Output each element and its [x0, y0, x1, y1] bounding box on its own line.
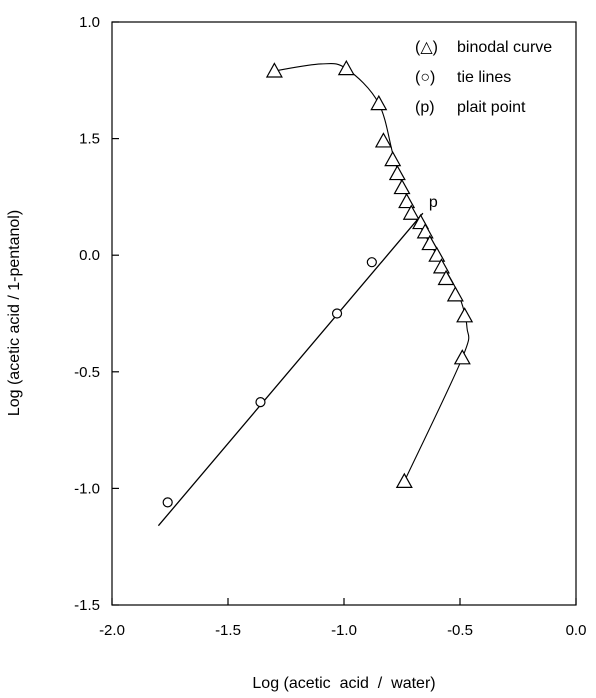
binodal-curve-point	[337, 59, 355, 76]
tie-line-point	[331, 308, 343, 319]
binodal-curve-point	[395, 472, 413, 489]
x-tick-label: -1.5	[215, 622, 241, 639]
legend-symbol-tie-lines: (○)	[415, 69, 435, 86]
series-lines	[157, 62, 470, 527]
tie-lines-line	[157, 212, 424, 527]
series-markers	[162, 59, 474, 508]
tie-line-point	[162, 497, 173, 508]
x-axis-title: Log (acetic acid / water)	[252, 675, 435, 692]
x-tick-label: 0.0	[566, 622, 587, 639]
binodal-curve-point	[388, 164, 406, 181]
x-tick-label: -1.0	[331, 622, 357, 639]
binodal-curve-point	[402, 204, 420, 220]
binodal-curve-point	[432, 258, 450, 274]
legend-symbol-plait-point: (p)	[415, 99, 435, 116]
binodal-curve-point	[398, 192, 416, 209]
binodal-curve-point	[384, 150, 402, 167]
y-axis-title: Log (acetic acid / 1-pentanol)	[6, 210, 23, 416]
x-tick-label: -0.5	[447, 622, 473, 639]
y-tick-label: 1.0	[79, 14, 100, 31]
binodal-curve-point	[370, 94, 388, 111]
binodal-curve-point	[393, 178, 411, 195]
y-tick-label: 1.5	[79, 131, 100, 148]
binodal-curve-point	[456, 307, 474, 323]
legend-symbol-binodal: (△)	[415, 39, 438, 56]
legend: (△) binodal curve (○) tie lines (p) plai…	[415, 39, 552, 116]
y-tick-label: -1.0	[74, 480, 100, 497]
binodal-curve-point	[453, 349, 471, 365]
binodal-curve-point	[428, 246, 446, 262]
y-tick-label: -0.5	[74, 364, 100, 381]
legend-label-tie-lines: tie lines	[457, 69, 511, 86]
binodal-curve-point	[374, 132, 392, 148]
tie-line-point	[255, 397, 266, 408]
binodal-curve-point	[416, 223, 434, 239]
y-axis-ticks: 1.0 1.5 0.0 -0.5 -1.0 -1.5	[74, 14, 119, 614]
y-tick-label: 0.0	[79, 247, 100, 264]
binodal-curve-point	[437, 269, 455, 286]
binodal-curve-point	[421, 234, 439, 251]
legend-label-binodal: binodal curve	[457, 39, 552, 56]
legend-label-plait-point: plait point	[457, 99, 526, 116]
binodal-curve-point	[265, 62, 283, 78]
x-tick-label: -2.0	[99, 622, 125, 639]
x-axis-ticks: -2.0 -1.5 -1.0 -0.5 0.0	[99, 598, 586, 639]
tie-line-point	[366, 257, 377, 268]
binodal-curve-point	[446, 286, 464, 302]
y-tick-label: -1.5	[74, 597, 100, 614]
plait-point-annotation: p	[429, 194, 438, 211]
